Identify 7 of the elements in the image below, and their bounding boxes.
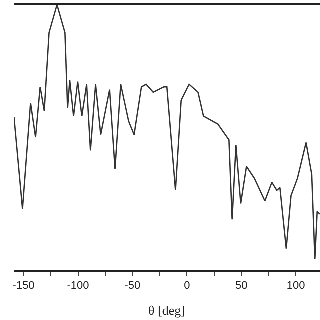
x-axis-title: θ [deg] [148,303,186,318]
x-tick-label: 100 [286,280,306,292]
x-tick-label: -50 [124,280,141,292]
x-tick-label: 0 [184,280,190,292]
x-tick-label: -150 [12,280,35,292]
x-tick-label: 50 [235,280,248,292]
x-tick-label: -100 [67,280,90,292]
